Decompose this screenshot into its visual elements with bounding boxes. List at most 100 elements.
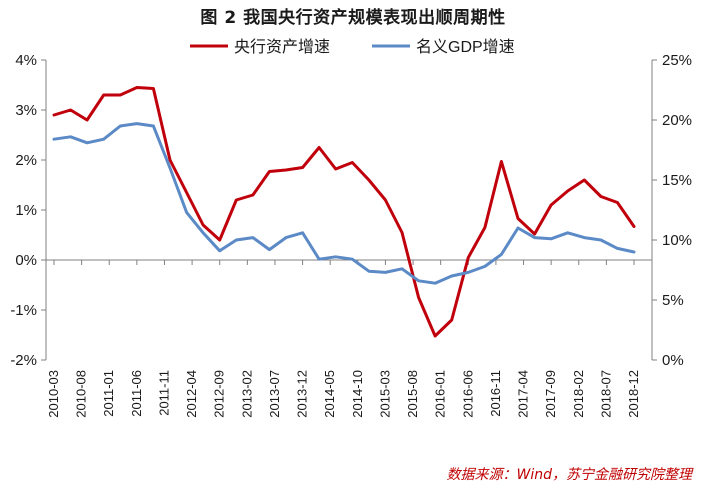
- left-tick-label: 4%: [15, 52, 37, 69]
- data-point-series-1: [169, 159, 171, 161]
- legend-label-series-1: 央行资产增速: [234, 38, 330, 56]
- data-point-series-2: [185, 211, 188, 214]
- data-point-series-2: [301, 232, 304, 234]
- data-point-series-1: [136, 86, 138, 89]
- data-point-series-2: [119, 125, 122, 127]
- data-point-series-2: [235, 239, 238, 241]
- data-point-series-1: [401, 231, 403, 234]
- data-point-series-2: [218, 250, 221, 252]
- data-point-series-1: [351, 161, 354, 164]
- x-tick-label: 2010-03: [46, 370, 61, 418]
- data-point-series-1: [484, 226, 486, 229]
- legend-label-series-2: 名义GDP增速: [416, 38, 515, 56]
- data-point-series-2: [450, 275, 453, 277]
- data-point-series-2: [417, 280, 420, 282]
- data-point-series-2: [550, 238, 552, 240]
- x-tick-label: 2017-09: [543, 370, 558, 418]
- data-point-series-2: [600, 239, 602, 241]
- data-point-series-2: [285, 236, 287, 239]
- x-tick-label: 2011-06: [129, 370, 144, 417]
- data-point-series-2: [53, 138, 55, 140]
- data-point-series-1: [583, 179, 586, 181]
- data-point-series-2: [368, 270, 370, 273]
- x-tick-label: 2012-04: [184, 370, 199, 418]
- data-point-series-1: [119, 94, 122, 96]
- chart-title: 图 2 我国央行资产规模表现出顺周期性: [200, 8, 506, 28]
- axes: 4% 3% 2% 1% 0% -1% -2% 25% 20% 15% 10% 5% 0% 2010-03 2…: [10, 52, 692, 418]
- left-tick-label: -2%: [10, 352, 37, 369]
- data-point-series-2: [86, 142, 88, 144]
- data-point-series-1: [86, 119, 88, 121]
- x-tick-label: 2015-08: [405, 370, 420, 418]
- data-point-series-1: [517, 217, 519, 220]
- right-tick-label: 20%: [662, 112, 692, 129]
- data-point-series-2: [69, 136, 72, 138]
- data-point-series-1: [550, 204, 552, 206]
- left-tick-label: 1%: [15, 202, 37, 219]
- x-tick-label: 2010-08: [74, 370, 89, 418]
- x-tick-label: 2016-11: [488, 370, 503, 417]
- data-point-series-1: [218, 239, 221, 241]
- series-layer: [52, 86, 636, 338]
- right-tick-label: 5%: [662, 292, 684, 309]
- data-point-series-2: [517, 227, 519, 229]
- x-tick-label: 2015-03: [377, 370, 392, 418]
- data-point-series-2: [401, 268, 403, 270]
- data-point-series-2: [169, 167, 171, 169]
- data-point-series-1: [633, 225, 635, 228]
- data-point-series-1: [69, 109, 72, 111]
- x-tick-label: 2013-02: [239, 370, 254, 418]
- right-tick-label: 10%: [662, 232, 692, 249]
- data-point-series-2: [566, 232, 569, 234]
- x-tick-label: 2018-02: [571, 370, 586, 418]
- data-point-series-2: [583, 236, 586, 239]
- x-tick-label: 2018-07: [598, 370, 613, 418]
- right-tick-label: 0%: [662, 352, 684, 369]
- x-tick-label: 2014-05: [322, 370, 337, 418]
- series-line-1: [52, 86, 636, 338]
- legend: 央行资产增速 名义GDP增速: [190, 38, 515, 56]
- data-point-series-2: [533, 236, 536, 239]
- data-point-series-1: [152, 87, 155, 90]
- data-point-series-1: [384, 199, 387, 201]
- data-point-series-1: [467, 256, 470, 259]
- data-point-series-1: [318, 146, 320, 149]
- data-point-series-2: [500, 253, 503, 256]
- data-point-series-1: [53, 114, 55, 116]
- data-point-series-1: [185, 191, 188, 194]
- x-tick-label: 2016-01: [433, 370, 448, 418]
- data-point-series-2: [334, 255, 337, 258]
- x-tick-label: 2011-01: [101, 370, 116, 417]
- right-tick-label: 15%: [662, 172, 692, 189]
- data-point-series-1: [600, 195, 602, 198]
- data-point-series-1: [434, 335, 436, 337]
- x-tick-label: 2016-06: [460, 370, 475, 418]
- data-point-series-2: [268, 248, 271, 251]
- source-note: 数据来源：Wind，苏宁金融研究院整理: [446, 467, 693, 483]
- data-point-series-2: [252, 236, 254, 239]
- data-point-series-2: [351, 258, 354, 261]
- data-point-series-2: [616, 247, 619, 250]
- data-point-series-1: [268, 170, 271, 173]
- data-point-series-2: [152, 125, 155, 127]
- left-tick-label: 2%: [15, 152, 37, 169]
- data-point-series-1: [252, 194, 254, 196]
- x-tick-label: 2013-07: [267, 370, 282, 418]
- data-point-series-1: [235, 199, 238, 201]
- left-tick-label: 3%: [15, 102, 37, 119]
- data-point-series-1: [616, 201, 619, 204]
- data-point-series-2: [102, 138, 105, 140]
- x-tick-label: 2017-04: [516, 370, 531, 418]
- data-point-series-1: [417, 296, 420, 299]
- data-point-series-1: [450, 319, 453, 321]
- left-tick-label: 0%: [15, 252, 37, 269]
- data-point-series-2: [136, 122, 138, 125]
- data-point-series-1: [500, 160, 503, 163]
- data-point-series-2: [318, 258, 320, 261]
- data-point-series-1: [334, 168, 337, 170]
- data-point-series-1: [102, 94, 105, 96]
- left-tick-label: -1%: [10, 302, 37, 319]
- x-tick-label: 2018-12: [626, 370, 641, 418]
